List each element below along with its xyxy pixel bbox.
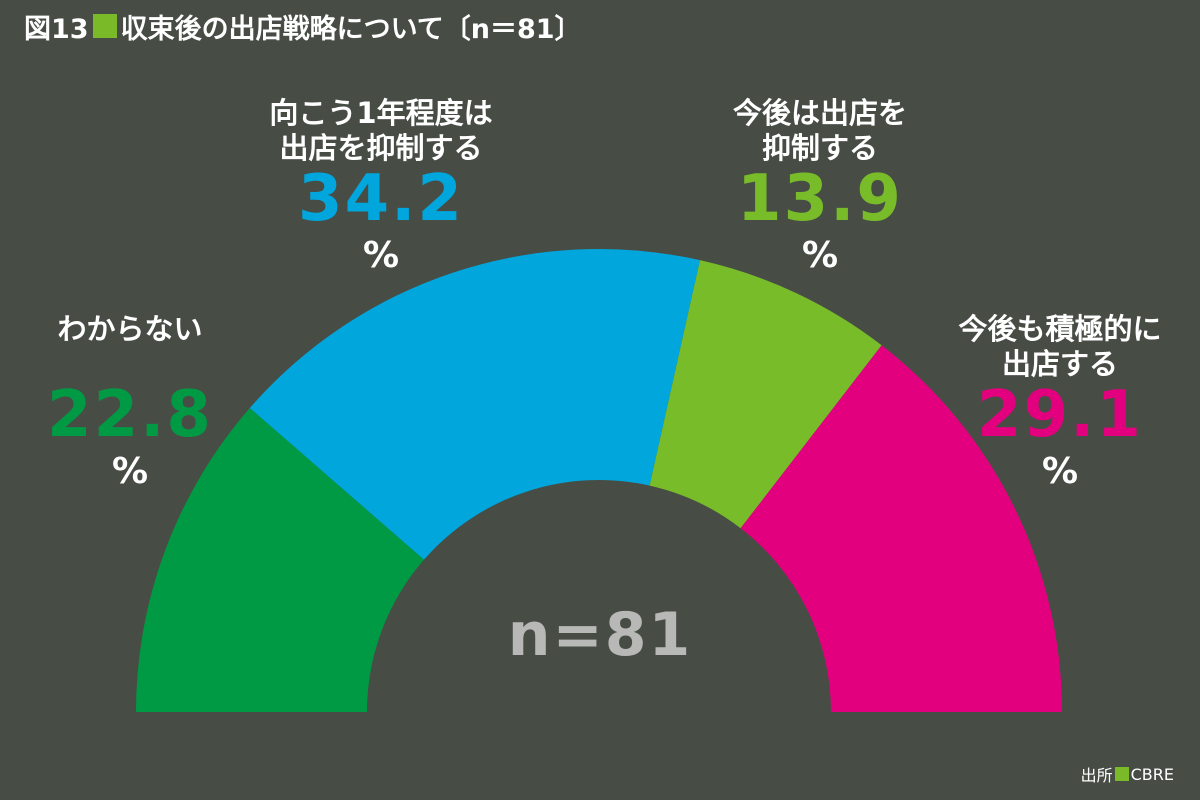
source-credit: 出所 CBRE bbox=[1081, 762, 1174, 786]
label-kongo-yokusei: 今後は出店を 抑制する 13.9 % bbox=[710, 96, 930, 280]
source-prefix: 出所 bbox=[1080, 766, 1113, 785]
label-kokoichinen-line1: 向こう1年程度は bbox=[269, 96, 493, 130]
label-kongo-sekkyoku-line1: 今後も積極的に bbox=[958, 312, 1162, 346]
label-kongo-yokusei-line2: 抑制する bbox=[761, 131, 878, 165]
slice-wakaranai bbox=[136, 408, 425, 712]
chart-title: 図13 収束後の出店戦略について〔n＝81〕 bbox=[24, 8, 582, 45]
slice-layer bbox=[136, 248, 1062, 712]
label-kongo-sekkyoku-line2: 出店する bbox=[1001, 347, 1118, 381]
label-kongo-sekkyoku: 今後も積極的に 出店する 29.1 % bbox=[940, 312, 1180, 496]
label-wakaranai-value: 22.8 bbox=[47, 378, 213, 452]
label-wakaranai-text: わからない bbox=[57, 312, 203, 346]
label-kokoichinen-line2: 出店を抑制する bbox=[279, 131, 483, 165]
source-square-marker bbox=[1114, 767, 1129, 781]
label-wakaranai-unit: % bbox=[111, 451, 149, 492]
chart-title-prefix: 図13 bbox=[24, 13, 89, 45]
source-name: CBRE bbox=[1130, 764, 1174, 784]
label-wakaranai: わからない 22.8 % bbox=[20, 312, 240, 496]
label-kongo-yokusei-line1: 今後は出店を bbox=[732, 96, 907, 130]
label-kokoichinen: 向こう1年程度は 出店を抑制する 34.2 % bbox=[250, 96, 512, 280]
label-kongo-yokusei-unit: % bbox=[801, 235, 839, 276]
title-square-marker bbox=[92, 14, 117, 38]
slice-kongo-yokusei bbox=[649, 260, 882, 529]
label-kongo-sekkyoku-value: 29.1 bbox=[977, 378, 1143, 452]
label-kokoichinen-value: 34.2 bbox=[298, 162, 464, 236]
label-kongo-sekkyoku-unit: % bbox=[1041, 451, 1079, 492]
center-sample-size: n=81 bbox=[507, 600, 693, 670]
label-wakaranai-text-2 bbox=[20, 347, 240, 382]
slice-kongo-sekkyoku bbox=[740, 345, 1062, 712]
label-kongo-yokusei-value: 13.9 bbox=[737, 162, 903, 236]
slice-kokoichinen bbox=[249, 248, 701, 560]
label-kokoichinen-unit: % bbox=[362, 235, 400, 276]
chart-title-text: 収束後の出店戦略について〔n＝81〕 bbox=[120, 13, 582, 45]
